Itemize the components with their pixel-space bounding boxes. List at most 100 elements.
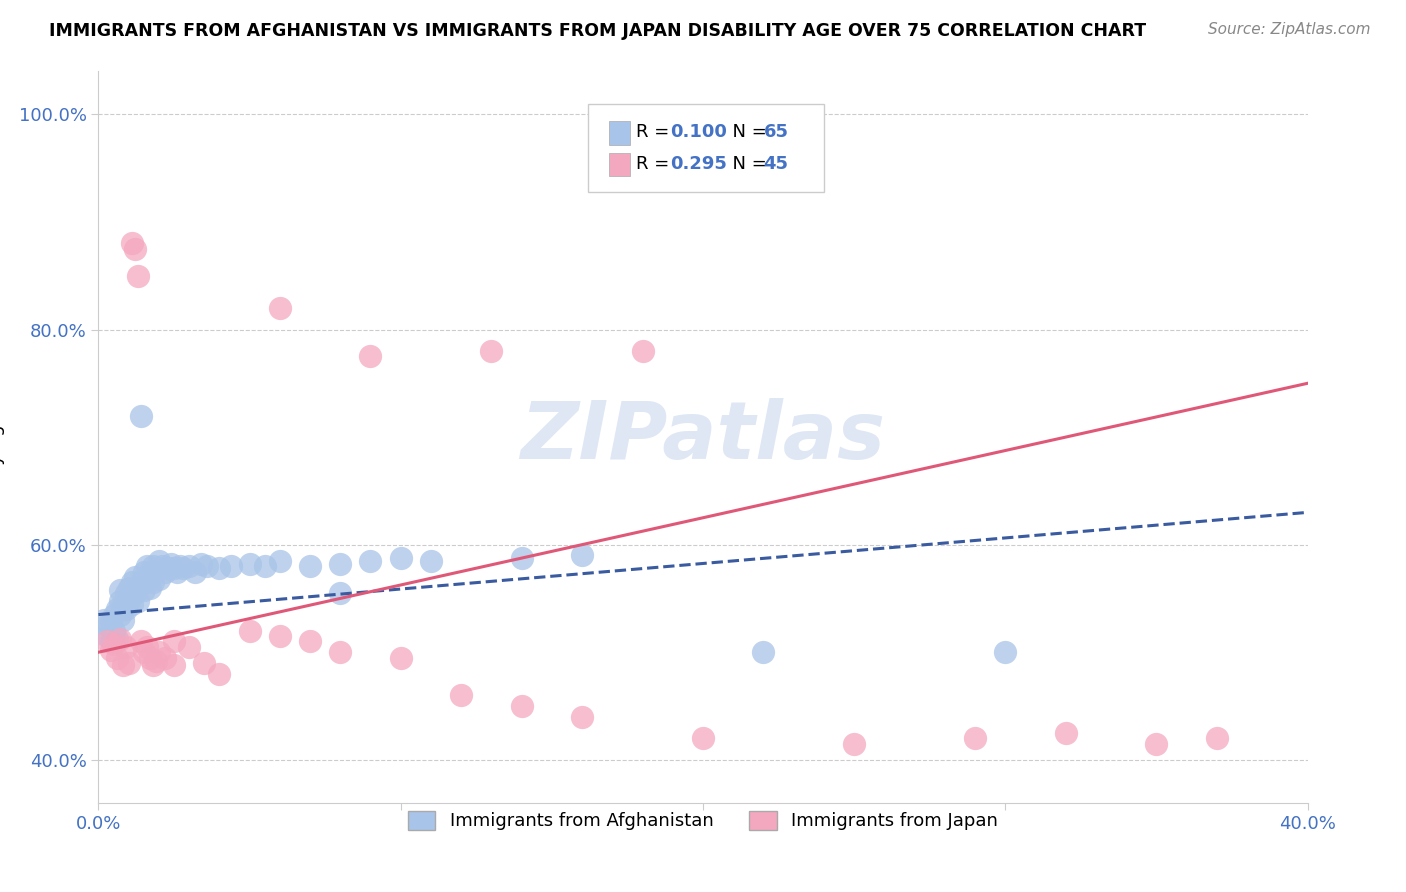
Point (139, 650, 162, 665)
Point (661, 838, 683, 853)
Point (142, 575, 165, 590)
Point (752, 645, 775, 659)
Point (129, 575, 152, 590)
Point (420, 554, 443, 568)
Point (142, 559, 165, 574)
Point (239, 624, 262, 638)
Point (179, 640, 201, 654)
Point (108, 593, 131, 607)
Point (96, 618, 118, 632)
Point (148, 554, 170, 568)
Point (269, 629, 291, 643)
Point (114, 586, 136, 600)
Point (129, 634, 152, 648)
Point (135, 559, 157, 574)
Text: N =: N = (721, 123, 773, 141)
Point (111, 597, 134, 611)
Point (127, 268, 149, 283)
Point (114, 602, 136, 616)
Point (239, 557, 262, 571)
Text: 45: 45 (763, 155, 789, 173)
Point (100, 634, 122, 648)
Point (179, 559, 201, 574)
Point (132, 582, 155, 597)
Point (1054, 726, 1077, 740)
Point (108, 582, 131, 597)
Point (93, 613, 115, 627)
Text: R =: R = (637, 123, 675, 141)
Text: ZIPatlas: ZIPatlas (520, 398, 886, 476)
Point (145, 654, 167, 668)
Point (103, 624, 125, 638)
Point (135, 572, 157, 586)
Point (269, 301, 291, 315)
Point (103, 607, 125, 622)
Point (510, 550, 533, 565)
Point (135, 640, 157, 654)
Text: R =: R = (637, 155, 675, 173)
Point (163, 561, 186, 575)
Point (172, 561, 194, 575)
Point (124, 570, 146, 584)
Point (139, 581, 162, 595)
Point (269, 554, 291, 568)
FancyBboxPatch shape (609, 153, 630, 176)
Point (118, 581, 141, 595)
Point (108, 607, 131, 622)
FancyBboxPatch shape (588, 104, 824, 192)
Point (129, 409, 152, 423)
Point (208, 561, 231, 575)
Point (631, 344, 654, 359)
Point (329, 645, 352, 659)
Point (692, 731, 714, 746)
Point (111, 613, 134, 627)
Point (124, 586, 146, 600)
Point (121, 575, 143, 590)
Point (150, 559, 173, 574)
Point (108, 632, 131, 647)
Point (153, 565, 176, 579)
Point (965, 731, 987, 746)
Point (571, 710, 593, 724)
Point (118, 593, 141, 607)
Point (103, 637, 125, 651)
FancyBboxPatch shape (609, 121, 630, 145)
Point (253, 559, 276, 574)
Point (190, 557, 212, 571)
Text: 0.295: 0.295 (671, 155, 727, 173)
Point (124, 242, 146, 256)
Point (481, 344, 503, 359)
Point (221, 559, 243, 574)
Point (166, 565, 188, 579)
Point (844, 737, 866, 751)
Point (132, 565, 155, 579)
Point (127, 581, 149, 595)
Point (163, 634, 186, 648)
Point (96, 629, 118, 643)
Point (100, 643, 122, 657)
Point (329, 557, 352, 571)
Point (1206, 833, 1229, 847)
Point (360, 350, 382, 364)
Point (1206, 731, 1229, 746)
Point (571, 549, 593, 563)
Point (208, 666, 231, 681)
Point (111, 658, 134, 673)
Point (1144, 737, 1167, 751)
Point (299, 634, 322, 648)
Point (510, 698, 533, 713)
Point (994, 645, 1017, 659)
Point (163, 658, 186, 673)
Point (148, 572, 170, 586)
Text: 0.100: 0.100 (671, 123, 727, 141)
Point (118, 656, 141, 670)
Point (389, 550, 412, 565)
Text: 65: 65 (763, 123, 789, 141)
Point (100, 615, 122, 629)
Text: IMMIGRANTS FROM AFGHANISTAN VS IMMIGRANTS FROM JAPAN DISABILITY AGE OVER 75 CORR: IMMIGRANTS FROM AFGHANISTAN VS IMMIGRANT… (49, 22, 1146, 40)
Point (96, 634, 118, 648)
Point (105, 632, 128, 647)
Point (360, 554, 382, 568)
Point (153, 650, 176, 665)
Text: Source: ZipAtlas.com: Source: ZipAtlas.com (1208, 22, 1371, 37)
